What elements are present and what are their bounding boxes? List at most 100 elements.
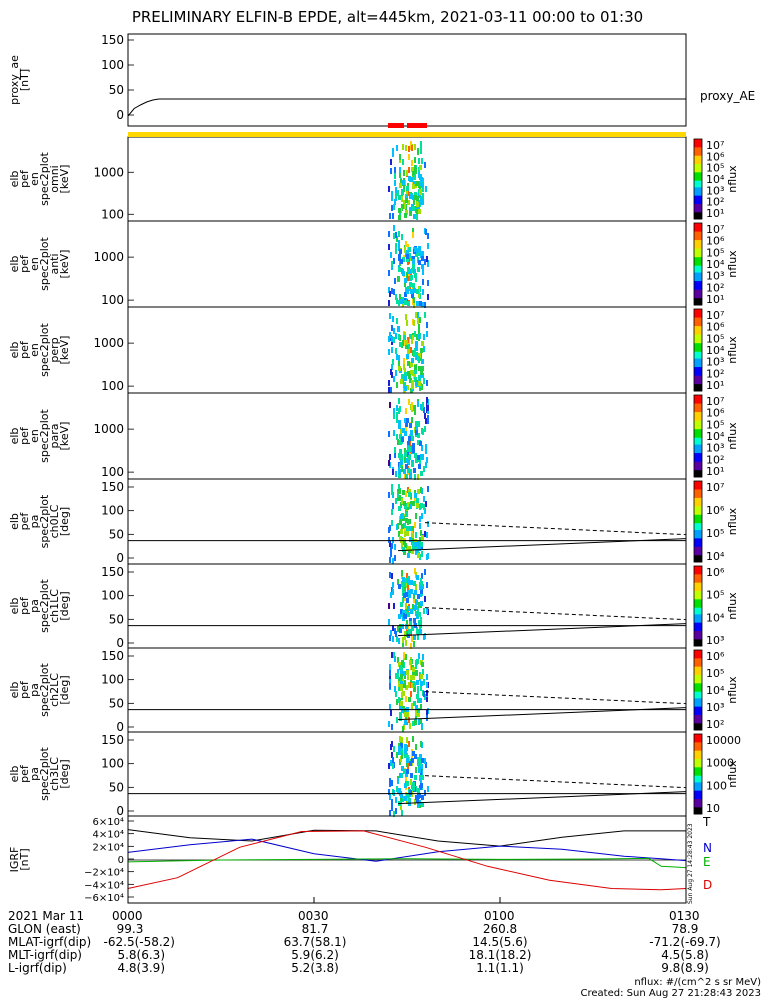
spectrogram-pixel <box>415 312 417 318</box>
spectrogram-pixel <box>424 569 426 575</box>
spectrogram-pixel <box>423 334 425 340</box>
colorbar-swatch <box>694 614 702 617</box>
spectrogram-core <box>404 504 407 509</box>
spectrogram-pixel <box>401 753 403 759</box>
spectrogram-pixel <box>418 329 420 335</box>
spectrogram-pixel <box>393 790 395 796</box>
spectrogram-core <box>403 671 406 676</box>
spectrogram-core <box>399 455 402 460</box>
spectrogram-core <box>416 680 419 685</box>
y-axis-label: pef <box>18 512 31 531</box>
spectrogram-pixel <box>398 334 400 340</box>
colorbar-swatch <box>694 519 702 522</box>
spectrogram-core <box>413 352 416 357</box>
spectrogram-core <box>416 248 419 253</box>
anti-loss-cone-line <box>424 522 687 536</box>
spectrogram-core <box>412 675 415 680</box>
spectrogram-pixel <box>398 355 400 361</box>
spectrogram-core <box>409 423 412 428</box>
colorbar-swatch <box>694 492 702 495</box>
colorbar-swatch <box>694 653 702 656</box>
y-axis-label: pa <box>28 599 41 613</box>
colorbar-swatch <box>694 207 702 210</box>
spectrogram-pixel <box>425 762 427 768</box>
colorbar-swatch <box>694 599 702 602</box>
colorbar-label: nflux <box>726 676 739 704</box>
colorbar-swatch <box>694 241 702 244</box>
colorbar-swatch <box>694 152 702 155</box>
colorbar-swatch <box>694 799 702 802</box>
spectrogram-core <box>414 590 417 595</box>
spectrogram-core <box>406 793 409 798</box>
spectrogram-core <box>415 550 418 555</box>
spectrogram-core <box>408 374 411 379</box>
spectrogram-pixel <box>389 572 391 578</box>
spectrogram-core <box>405 518 408 523</box>
spectrogram-pixel <box>396 145 398 151</box>
colorbar-swatch <box>694 735 702 738</box>
spectrogram-core <box>400 670 403 675</box>
colorbar-tick-label: 10² <box>706 281 724 294</box>
spectrogram-core <box>398 788 401 793</box>
spectrogram-core <box>405 198 408 203</box>
spectrogram-pixel <box>426 397 428 403</box>
spectrogram-core <box>402 180 405 185</box>
spectrogram-core <box>417 440 420 445</box>
colorbar-tick-label: 10⁶ <box>706 321 725 334</box>
spectrogram-core <box>420 471 423 476</box>
colorbar-swatch <box>694 410 702 413</box>
spectrogram-core <box>411 384 414 389</box>
spectrogram-pixel <box>388 186 390 192</box>
spectrogram-core <box>405 772 408 777</box>
colorbar-tick-label: 10¹ <box>706 465 724 478</box>
colorbar-swatch <box>694 424 702 427</box>
y-tick-label: 100 <box>101 673 124 687</box>
colorbar-swatch <box>694 747 702 750</box>
y-axis-label: spec2plot <box>38 494 51 548</box>
spectrogram-pixel <box>396 752 398 758</box>
y-tick-label: 100 <box>101 757 124 771</box>
colorbar-swatch <box>694 541 702 544</box>
colorbar-swatch <box>694 150 702 153</box>
spectrogram-core <box>403 200 406 205</box>
spectrogram-core <box>411 358 414 363</box>
spectrogram-core <box>416 498 419 503</box>
spectrogram-pixel <box>405 603 407 609</box>
colorbar-swatch <box>694 226 702 229</box>
colorbar-swatch <box>694 298 702 301</box>
spectrogram-pixel <box>396 434 398 440</box>
spectrogram-pixel <box>389 683 391 689</box>
spectrogram-pixel <box>418 324 420 330</box>
spectrogram-core <box>406 755 409 760</box>
colorbar-swatch <box>694 718 702 721</box>
spectrogram-pixel <box>415 276 417 282</box>
colorbar-swatch <box>694 449 702 452</box>
colorbar-swatch <box>694 377 702 380</box>
colorbar-swatch <box>694 663 702 666</box>
spectrogram-core <box>416 798 419 803</box>
colorbar-swatch <box>694 236 702 239</box>
y-axis-label: [nT] <box>18 69 31 91</box>
spectrogram-pixel <box>395 187 397 193</box>
colorbar-swatch <box>694 555 702 558</box>
colorbar-swatch <box>694 760 702 763</box>
spectrogram-core <box>408 253 411 258</box>
panel-frame <box>127 815 687 904</box>
spectrogram-pixel <box>390 159 392 165</box>
row-value: 78.9 <box>671 922 699 936</box>
colorbar-swatch <box>694 567 702 570</box>
colorbar-swatch <box>694 160 702 163</box>
spectrogram-core <box>418 464 421 469</box>
spectrogram-core <box>404 744 407 749</box>
spectrogram-pixel <box>389 541 391 547</box>
spectrogram-pixel <box>393 225 395 231</box>
spectrogram-pixel <box>419 516 421 522</box>
spectrogram-core <box>408 629 411 634</box>
spectrogram-core <box>410 675 413 680</box>
y-axis-label: proxy_ae <box>8 55 21 105</box>
spectrogram-pixel <box>389 670 391 676</box>
colorbar-swatch <box>694 240 702 243</box>
colorbar-swatch <box>694 336 702 339</box>
